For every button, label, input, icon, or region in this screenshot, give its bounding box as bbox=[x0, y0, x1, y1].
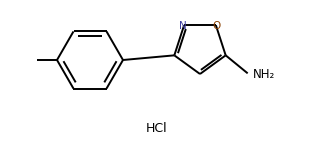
Text: NH₂: NH₂ bbox=[252, 68, 275, 81]
Text: N: N bbox=[179, 21, 187, 31]
Text: O: O bbox=[213, 21, 221, 31]
Text: HCl: HCl bbox=[146, 121, 168, 135]
